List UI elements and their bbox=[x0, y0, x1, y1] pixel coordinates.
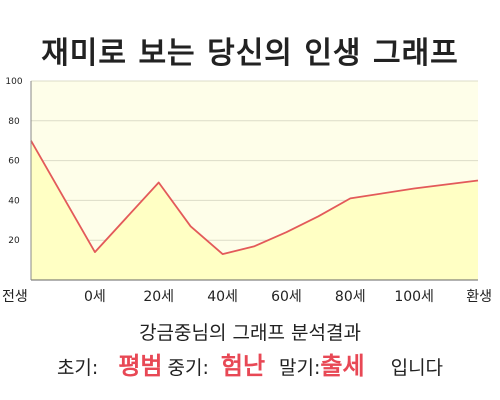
y-tick-label: 100 bbox=[5, 77, 22, 87]
x-tick-label: 100세 bbox=[394, 289, 434, 305]
x-tick-label: 60세 bbox=[271, 289, 302, 305]
data-area bbox=[31, 140, 478, 280]
x-tick-label: 40세 bbox=[207, 289, 238, 305]
data-line bbox=[30, 140, 479, 256]
x-tick-label: 환생 bbox=[466, 289, 492, 305]
y-tick-label: 80 bbox=[8, 117, 20, 127]
late-value: 출세 bbox=[320, 352, 365, 380]
x-tick-label: 20세 bbox=[143, 289, 174, 305]
late-label: 말기: bbox=[279, 357, 321, 379]
middle-label: 중기: bbox=[167, 357, 209, 379]
summary-ending: 입니다 bbox=[390, 357, 444, 379]
x-tick-label: 전생 bbox=[2, 289, 28, 305]
y-tick-label: 40 bbox=[8, 196, 20, 206]
x-tick-labels: 전생 0세 20세 40세 60세 80세 100세 환생 bbox=[2, 289, 492, 305]
x-tick-label: 80세 bbox=[335, 289, 366, 305]
early-label: 초기: bbox=[56, 357, 99, 379]
middle-value: 험난 bbox=[220, 352, 266, 380]
early-value: 평범 bbox=[118, 352, 163, 380]
analysis-summary: 초기: 평범 중기: 험난 말기: 출세 입니다 bbox=[0, 346, 500, 381]
x-tick-label: 0세 bbox=[84, 289, 106, 305]
y-tick-label: 60 bbox=[8, 157, 20, 167]
analysis-subtitle: 강금중님의 그래프 분석결과 bbox=[139, 322, 361, 344]
chart-title: 재미로 보는 당신의 인생 그래프 bbox=[41, 36, 459, 71]
y-tick-labels: 20 40 60 80 100 bbox=[5, 77, 22, 246]
y-tick-label: 20 bbox=[8, 236, 20, 246]
